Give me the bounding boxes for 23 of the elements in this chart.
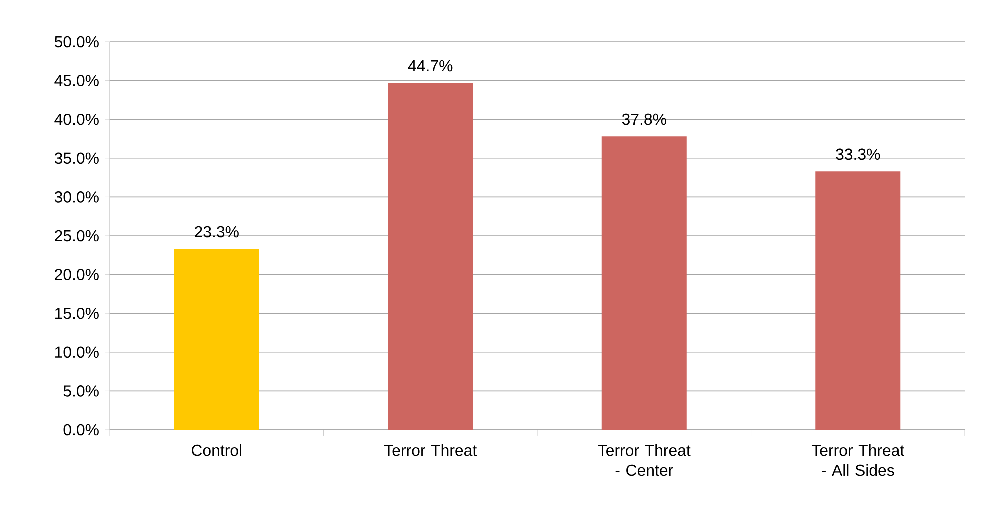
y-tick-label: 20.0% xyxy=(55,269,99,280)
x-tick-label: Terror Threat - Center xyxy=(598,444,691,476)
x-tick-label: Terror Threat xyxy=(384,444,478,456)
bar xyxy=(602,136,687,430)
y-tick-label: 40.0% xyxy=(54,114,99,126)
data-label: 37.8% xyxy=(622,114,666,126)
y-tick-label: 10.0% xyxy=(56,346,99,358)
y-tick-label: 45.0% xyxy=(54,75,99,86)
y-tick-label: 5.0% xyxy=(64,386,99,397)
y-tick-label: 30.0% xyxy=(54,192,99,203)
data-label: 23.3% xyxy=(195,226,239,238)
y-tick-label: 25.0% xyxy=(55,230,99,242)
x-tick-label: Terror Threat - All Sides xyxy=(812,444,905,476)
data-label: 33.3% xyxy=(836,148,880,160)
bar xyxy=(388,83,474,430)
bar xyxy=(174,249,260,430)
x-tick-label: Control xyxy=(192,444,242,456)
y-tick-label: 50.0% xyxy=(54,36,99,48)
data-label: 44.7% xyxy=(408,60,453,72)
y-tick-label: 15.0% xyxy=(56,308,99,320)
y-tick-label: 0.0% xyxy=(64,424,99,436)
y-tick-label: 35.0% xyxy=(54,152,99,164)
bar xyxy=(816,172,901,430)
